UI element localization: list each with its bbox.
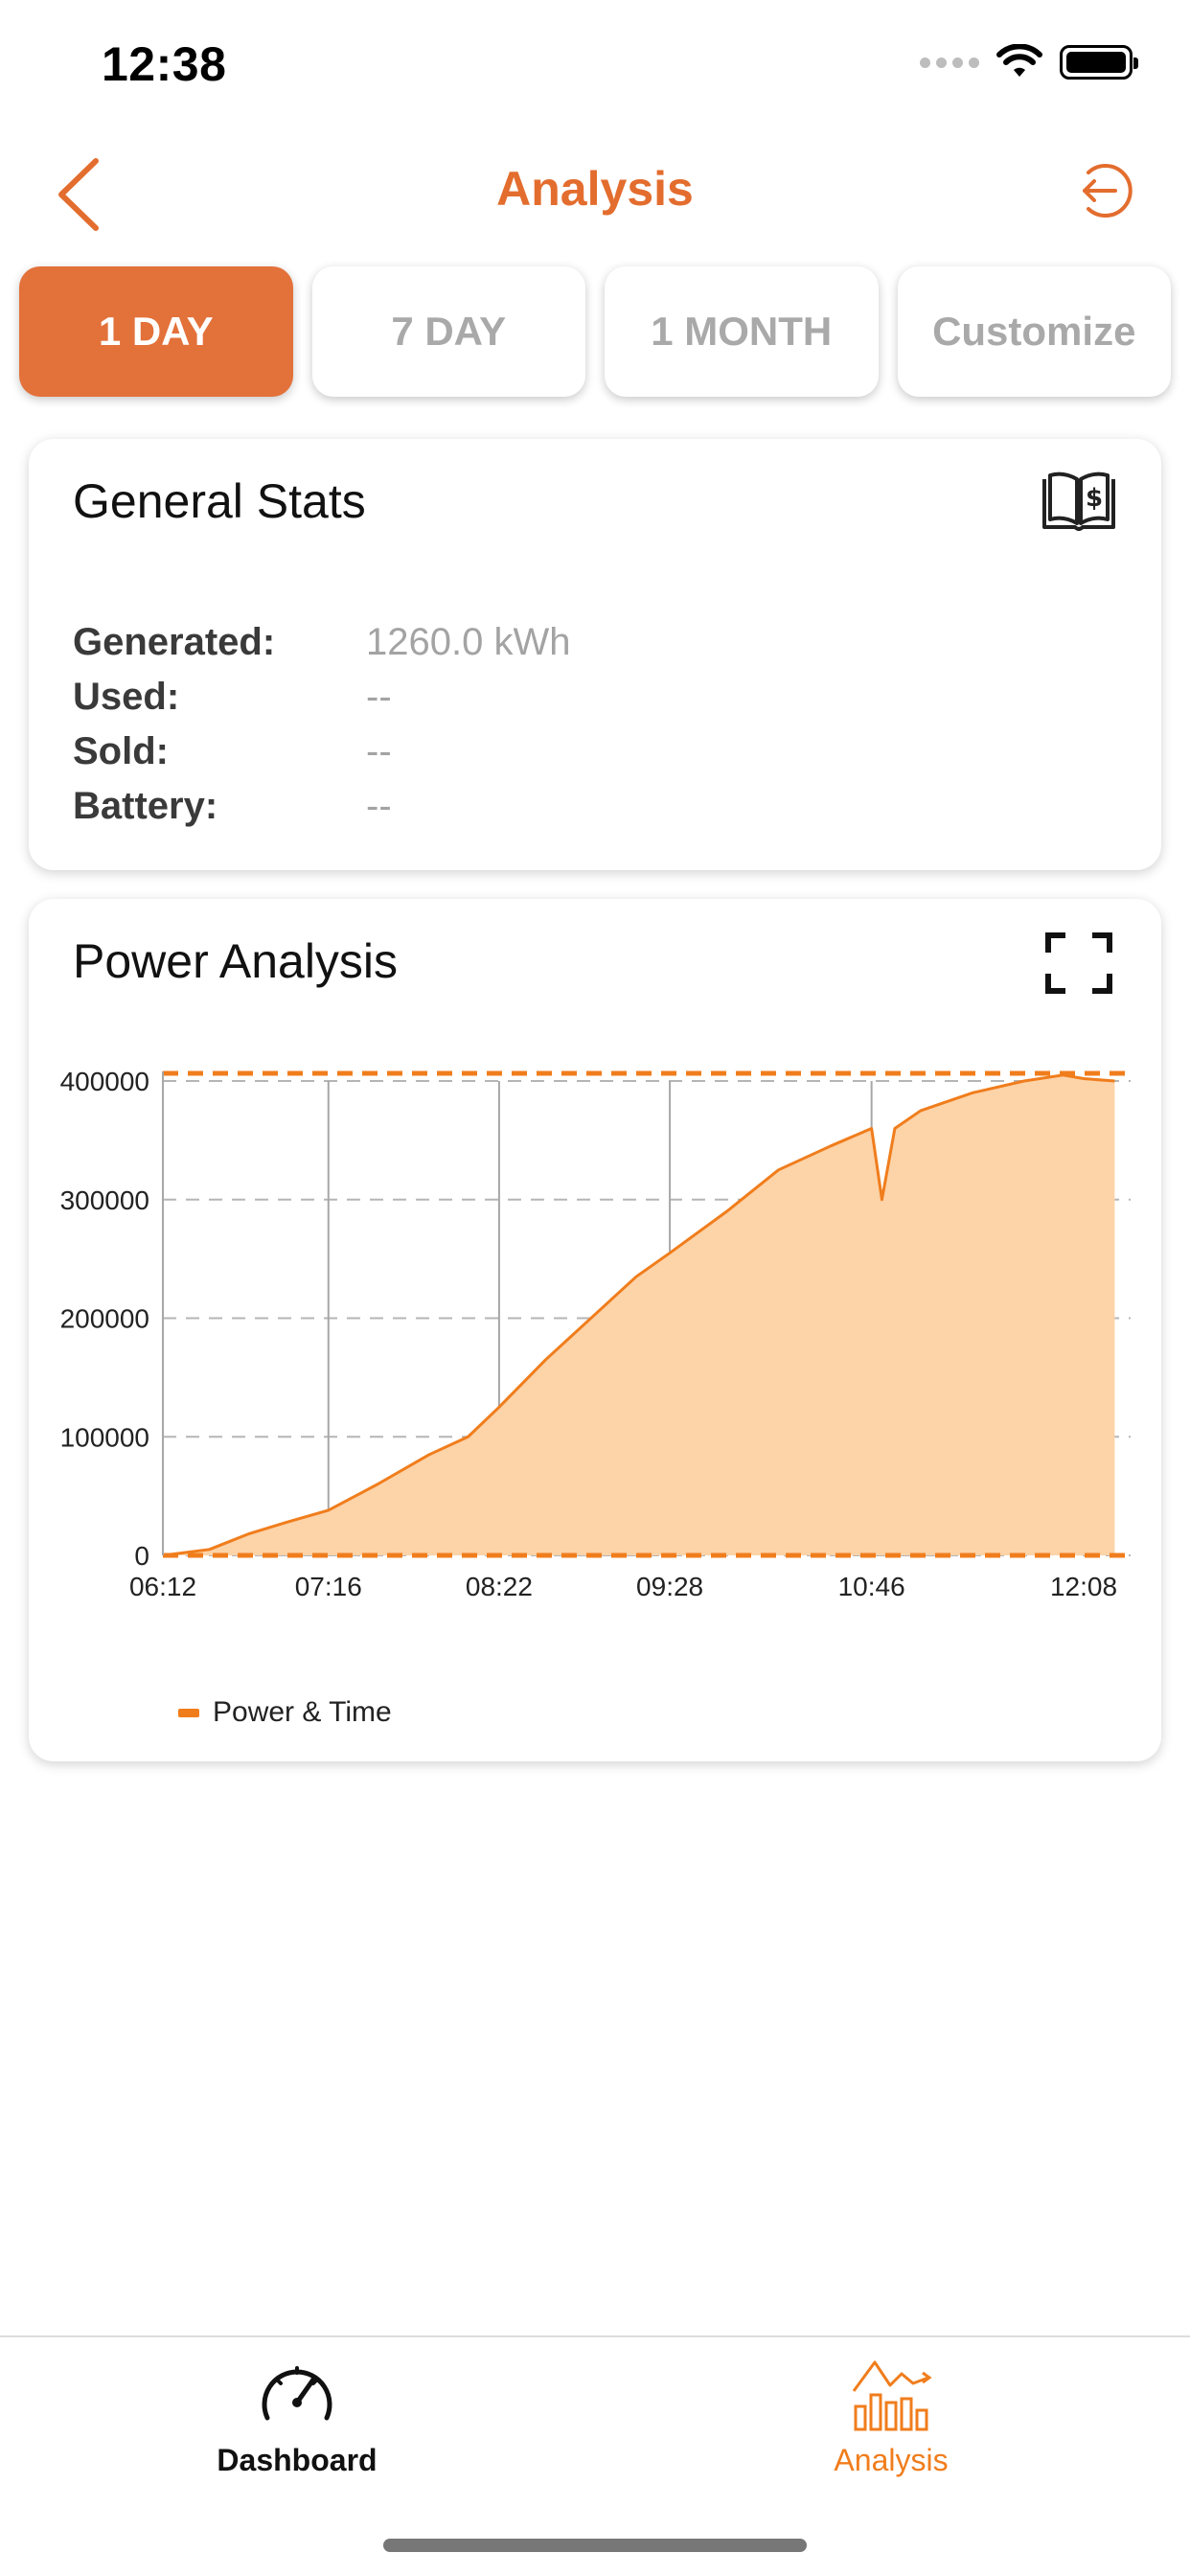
page-title: Analysis <box>496 162 694 216</box>
bottom-tab-bar: Dashboard Analysis <box>0 2335 1190 2576</box>
y-tick-label: 400000 <box>60 1067 149 1096</box>
wifi-icon <box>996 44 1042 77</box>
tab-label: Dashboard <box>217 2443 378 2477</box>
x-tick-label: 09:28 <box>636 1572 703 1601</box>
stat-label: Battery: <box>73 785 218 827</box>
power-analysis-card: Power Analysis 0 100000 200000 300000 400000… <box>29 899 1161 1761</box>
general-stats-title: General Stats <box>73 474 366 528</box>
tab-customize[interactable]: Customize <box>897 266 1171 397</box>
y-tick-label: 200000 <box>60 1304 149 1334</box>
legend-label: Power & Time <box>213 1696 392 1728</box>
tab-analysis[interactable]: Analysis <box>747 2357 1035 2478</box>
navigation-bar: Analysis <box>0 125 1190 259</box>
book-dollar-icon[interactable]: $ <box>1039 470 1119 537</box>
status-icons <box>920 44 1138 80</box>
stat-row-battery: Battery: -- <box>73 779 570 834</box>
x-tick-label: 12:08 <box>1050 1572 1117 1601</box>
stat-value: -- <box>366 676 392 718</box>
general-stats-card: General Stats $ Generated: 1260.0 kWh Us… <box>29 439 1161 870</box>
stat-value: -- <box>366 785 392 827</box>
speedometer-icon <box>262 2366 332 2421</box>
stat-row-generated: Generated: 1260.0 kWh <box>73 615 570 670</box>
status-bar: 12:38 <box>0 0 1190 125</box>
logout-icon[interactable] <box>1069 157 1136 224</box>
x-tick-label: 08:22 <box>466 1572 533 1601</box>
cellular-signal-icon <box>920 57 979 68</box>
tab-label: Analysis <box>834 2443 949 2477</box>
home-indicator <box>383 2539 807 2552</box>
tab-7-day[interactable]: 7 DAY <box>311 266 585 397</box>
stats-list: Generated: 1260.0 kWh Used: -- Sold: -- … <box>73 615 570 834</box>
stat-value: 1260.0 kWh <box>366 621 571 663</box>
stat-label: Generated: <box>73 621 276 663</box>
chart-legend: Power & Time <box>178 1696 392 1729</box>
stat-row-sold: Sold: -- <box>73 724 570 779</box>
series-line <box>162 1073 1115 1557</box>
tab-1-day[interactable]: 1 DAY <box>19 266 293 397</box>
power-analysis-title: Power Analysis <box>73 934 399 988</box>
stat-row-used: Used: -- <box>73 670 570 724</box>
back-chevron-icon[interactable] <box>48 151 115 238</box>
tab-1-month[interactable]: 1 MONTH <box>605 266 879 397</box>
svg-text:$: $ <box>1086 484 1103 513</box>
stat-label: Used: <box>73 676 180 718</box>
stat-label: Sold: <box>73 730 169 772</box>
x-tick-label: 10:46 <box>838 1572 905 1601</box>
x-tick-label: 06:12 <box>129 1572 196 1601</box>
y-tick-label: 0 <box>134 1541 149 1571</box>
x-tick-label: 07:16 <box>295 1572 362 1601</box>
stat-value: -- <box>366 730 392 772</box>
fullscreen-icon[interactable] <box>1039 930 1119 997</box>
y-tick-label: 100000 <box>60 1422 149 1452</box>
battery-icon <box>1060 45 1138 80</box>
chart-icon <box>852 2360 932 2431</box>
series-area <box>163 1074 1115 1555</box>
tab-dashboard[interactable]: Dashboard <box>153 2357 441 2478</box>
power-chart[interactable]: 0 100000 200000 300000 400000 06:12 07:16 08:22… <box>29 1024 1161 1618</box>
legend-swatch <box>178 1708 199 1717</box>
status-time: 12:38 <box>102 37 227 91</box>
period-tabs: 1 DAY 7 DAY 1 MONTH Customize <box>19 266 1171 397</box>
y-tick-label: 300000 <box>60 1185 149 1215</box>
